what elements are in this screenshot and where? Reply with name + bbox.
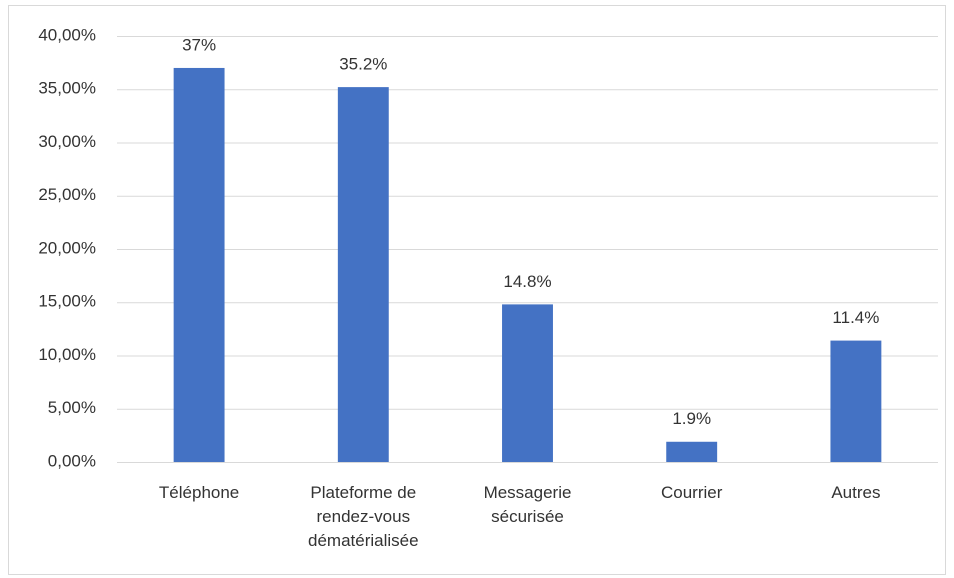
- data-label: 14.8%: [503, 272, 551, 291]
- bar: [830, 340, 882, 462]
- bar: [173, 67, 225, 462]
- data-label: 37%: [182, 35, 216, 54]
- bar: [337, 87, 389, 463]
- y-tick-label: 0,00%: [48, 451, 96, 470]
- y-tick-label: 40,00%: [38, 25, 96, 44]
- y-tick-label: 10,00%: [38, 345, 96, 364]
- chart-border: [8, 5, 946, 575]
- x-tick-label: Messagerie sécurisée: [483, 483, 572, 526]
- x-tick-label: Autres: [831, 483, 881, 502]
- y-tick-label: 25,00%: [38, 185, 96, 204]
- data-label: 1.9%: [672, 409, 711, 428]
- data-label: 35.2%: [339, 55, 387, 74]
- y-tick-label: 15,00%: [38, 292, 96, 311]
- x-tick-label: Téléphone: [158, 483, 240, 502]
- y-tick-label: 30,00%: [38, 132, 96, 151]
- bar: [502, 304, 553, 462]
- bar: [666, 441, 718, 462]
- data-label: 11.4%: [832, 308, 879, 327]
- x-tick-label: Plateforme de rendez-vous dématérialisée: [308, 483, 419, 550]
- x-tick-label: Courrier: [660, 483, 723, 502]
- y-tick-label: 20,00%: [38, 238, 96, 257]
- y-tick-label: 35,00%: [38, 79, 96, 98]
- y-tick-label: 5,00%: [48, 398, 96, 417]
